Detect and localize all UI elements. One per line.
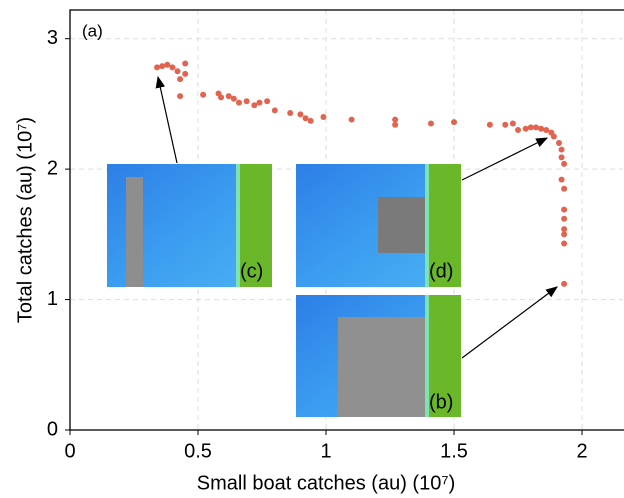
point [551, 134, 557, 140]
point [272, 107, 278, 113]
point [556, 140, 562, 146]
point [256, 100, 262, 106]
point [303, 115, 309, 121]
y-tick-label: 1 [47, 288, 58, 310]
point [200, 92, 206, 98]
x-axis-label: Small boat catches (au) (10⁷) [197, 472, 455, 494]
inset-label: (b) [429, 391, 453, 413]
point [287, 110, 293, 116]
inset-label: (c) [240, 260, 263, 282]
point [297, 111, 303, 117]
point [349, 117, 355, 123]
chart: (a) (c) (d) (b) Small boat catches (au) … [0, 0, 624, 498]
point [169, 64, 175, 70]
point [175, 68, 181, 74]
point [218, 94, 224, 100]
point [177, 76, 183, 82]
point [226, 93, 232, 99]
point [264, 98, 270, 104]
point [515, 127, 521, 133]
point [251, 102, 257, 108]
point [559, 154, 565, 160]
point [561, 240, 567, 246]
x-tick-label: 1 [320, 440, 331, 462]
point [559, 177, 565, 183]
point [487, 122, 493, 128]
point [561, 216, 567, 222]
point [154, 64, 160, 70]
point [428, 120, 434, 126]
point [561, 281, 567, 287]
point [561, 207, 567, 213]
point [561, 161, 567, 167]
point [451, 119, 457, 125]
x-tick-label: 0.5 [184, 440, 212, 462]
point [543, 127, 549, 133]
point [533, 124, 539, 130]
y-tick-label: 0 [47, 418, 58, 440]
inset-label: (d) [429, 260, 453, 282]
point [528, 124, 534, 130]
point [182, 71, 188, 77]
point [561, 231, 567, 237]
point [159, 63, 165, 69]
point [392, 117, 398, 123]
point [177, 93, 183, 99]
y-tick-label: 2 [47, 157, 58, 179]
point [182, 60, 188, 66]
point [392, 122, 398, 128]
panel-label: (a) [82, 21, 103, 40]
point [244, 98, 250, 104]
point [561, 226, 567, 232]
point [308, 118, 314, 124]
x-tick-label: 2 [576, 440, 587, 462]
point [559, 147, 565, 153]
point [523, 126, 529, 132]
y-tick-label: 3 [47, 27, 58, 49]
point [510, 120, 516, 126]
point [561, 186, 567, 192]
point [231, 96, 237, 102]
point [236, 100, 242, 106]
point [502, 122, 508, 128]
y-axis-label: Total catches (au) (10⁷) [14, 117, 36, 323]
point [164, 62, 170, 68]
point [320, 114, 326, 120]
point [538, 126, 544, 132]
x-tick-label: 0 [64, 440, 75, 462]
x-tick-label: 1.5 [440, 440, 468, 462]
